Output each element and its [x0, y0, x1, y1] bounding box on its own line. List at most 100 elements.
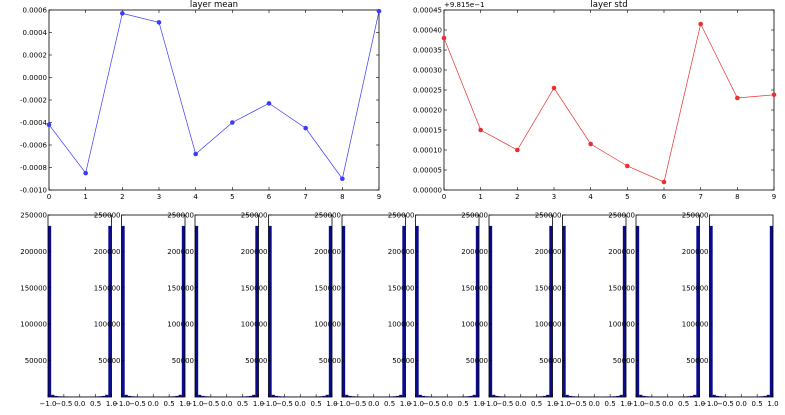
histogram-panel: 50000 100000 150000 200000 250000 −1.0−0.5 0.0… [241, 212, 338, 409]
y-tick-label: 150000 [241, 284, 268, 292]
x-tick-label: −0.5 [496, 400, 513, 408]
y-tick-label: -0.0010 [20, 187, 47, 195]
data-point [698, 21, 703, 27]
x-tick-label: 7 [698, 193, 702, 201]
x-tick-label: 1.0 [694, 400, 705, 408]
layer-std-plot: layer std +9.815e−1 0.00000 0.00005 0.00010 0… [413, 0, 777, 201]
x-tick-label: −0.5 [717, 400, 734, 408]
y-tick-label: 50000 [319, 357, 341, 365]
y-tick-label: 50000 [613, 357, 635, 365]
histogram-panel: 50000 100000 150000 200000 250000 −1.0−0.5 0.0… [682, 212, 779, 409]
histogram-bar [127, 395, 132, 397]
x-tick-label: 0.0 [74, 400, 85, 408]
histogram-bar [568, 395, 573, 397]
x-tick-label: 0 [442, 193, 446, 201]
histogram-bar [322, 395, 326, 397]
y-tick-label: 100000 [388, 321, 415, 329]
histogram-bar [345, 394, 349, 397]
y-tick-label: 100000 [608, 321, 635, 329]
histogram-bar [495, 395, 499, 397]
histogram-bar [274, 395, 279, 397]
y-tick-label: 200000 [608, 248, 635, 256]
y-tick-label: 0.00005 [413, 167, 442, 175]
y-tick-label: 150000 [314, 284, 341, 292]
y-tick-label: 200000 [388, 248, 415, 256]
x-tick-label: −1.0 [334, 400, 351, 408]
plot-frame [443, 9, 775, 191]
y-tick-label: 100000 [461, 321, 488, 329]
histogram-bar [639, 394, 643, 397]
plot-frame [709, 214, 774, 398]
histogram-bar [763, 395, 767, 397]
x-tick-label: −0.5 [423, 400, 440, 408]
histogram-bar [766, 394, 770, 397]
series-line [443, 22, 775, 183]
x-tick-label: 1 [478, 193, 482, 201]
x-tick-label: −0.5 [129, 400, 146, 408]
x-tick-label: 2 [120, 193, 124, 201]
data-point [193, 151, 198, 157]
y-tick-label: 0.00040 [413, 27, 442, 35]
histogram-bar [402, 225, 406, 397]
y-tick-label: 200000 [461, 248, 488, 256]
y-tick-label: 0.00020 [413, 107, 442, 115]
plot-frame [47, 214, 112, 398]
data-point [266, 101, 272, 106]
histogram-bar [395, 395, 400, 397]
x-tick-label: 2 [515, 193, 519, 201]
x-tick-label: −0.5 [55, 400, 72, 408]
y-tick-label: 0.00045 [413, 7, 442, 15]
x-tick-label: −1.0 [187, 400, 204, 408]
y-tick-label: 250000 [314, 212, 341, 220]
y-tick-label: 0.0004 [23, 29, 48, 37]
y-tick-label: 150000 [608, 284, 635, 292]
y-tick-label: 200000 [682, 248, 709, 256]
y-tick-label: -0.0008 [20, 164, 47, 172]
x-tick-label: −1.0 [260, 400, 277, 408]
y-tick-label: 100000 [241, 321, 268, 329]
x-tick-label: −1.0 [628, 400, 645, 408]
plot-frame [121, 214, 186, 398]
x-tick-label: 0.5 [237, 400, 248, 408]
y-tick-label: 50000 [392, 357, 414, 365]
histogram-bar [252, 394, 256, 397]
y-tick-label: 50000 [98, 357, 120, 365]
chart-title: layer mean [190, 0, 238, 10]
axis-offset-label: +9.815e−1 [444, 1, 485, 9]
histogram-bar [124, 394, 128, 397]
data-point [551, 85, 557, 91]
y-tick-label: 0.00025 [413, 87, 442, 95]
histogram-bar [325, 394, 329, 397]
x-tick-label: −1.0 [407, 400, 424, 408]
data-point [156, 20, 162, 25]
histogram-bar [121, 225, 125, 397]
histogram-bar [105, 394, 109, 397]
data-point [340, 176, 345, 182]
histogram-bar [642, 395, 646, 397]
x-tick-label: −0.5 [570, 400, 587, 408]
histogram-bar [51, 394, 55, 397]
y-tick-label: 50000 [539, 357, 561, 365]
y-tick-label: 50000 [245, 357, 267, 365]
histogram-bar [489, 225, 493, 397]
histogram-panel: 50000 100000 150000 200000 250000 −1.0−0.5 0.0… [167, 212, 264, 409]
x-tick-label: 1.0 [106, 400, 117, 408]
data-point [771, 92, 777, 98]
histogram-panel: 50000 100000 150000 200000 250000 −1.0−0.5 0.0… [20, 212, 117, 409]
histogram-bar [693, 394, 697, 397]
y-tick-label: 200000 [535, 248, 562, 256]
x-tick-label: 5 [625, 193, 629, 201]
histogram-bar [48, 225, 52, 397]
histogram-bar [271, 394, 275, 397]
y-tick-label: 200000 [314, 248, 341, 256]
x-tick-label: 9 [377, 193, 381, 201]
x-tick-label: 1.0 [400, 400, 411, 408]
y-tick-label: 250000 [388, 212, 415, 220]
x-tick-label: 0.5 [752, 400, 763, 408]
x-tick-label: 0.0 [442, 400, 453, 408]
y-tick-label: 150000 [388, 284, 415, 292]
y-tick-label: 200000 [20, 248, 47, 256]
chart-title: layer std [590, 0, 627, 10]
histogram-bar [328, 225, 332, 397]
